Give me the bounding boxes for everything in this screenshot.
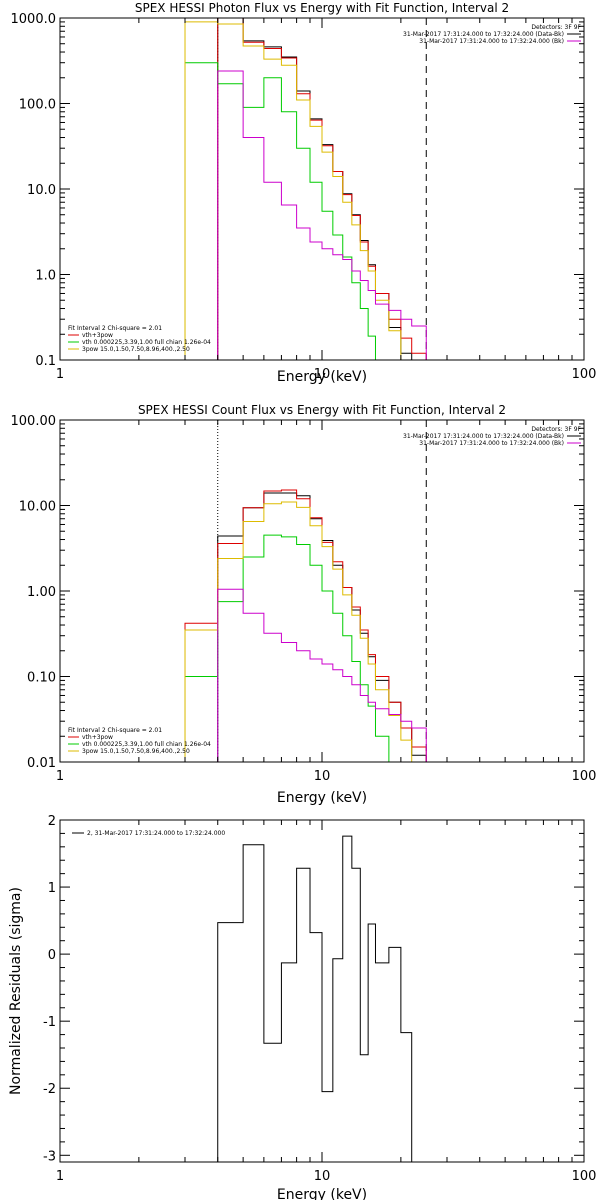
- chart-title: SPEX HESSI Count Flux vs Energy with Fit…: [138, 403, 506, 417]
- x-axis-label: Energy (keV): [277, 369, 367, 385]
- series-3pow-histogram: [184, 21, 413, 360]
- series-background-histogram: [217, 588, 427, 762]
- y-tick-label: 100.00: [11, 414, 57, 429]
- y-axis-label: Normalized Residuals (sigma): [8, 887, 24, 1095]
- legend-entry: vth+3pow: [82, 734, 113, 741]
- plot-area: [184, 18, 427, 360]
- y-tick-label: 0: [48, 948, 56, 963]
- legend-entry: vth+3pow: [82, 332, 113, 339]
- legend-entry: 31-Mar-2017 17:31:24.000 to 17:32:24.000…: [403, 31, 564, 38]
- legend-title: Detectors: 3F 9F: [531, 24, 581, 31]
- x-axis-label: Energy (keV): [277, 790, 367, 806]
- y-tick-label: 1.0: [35, 269, 56, 284]
- plot-area: [184, 420, 427, 762]
- chart-panel-1: 1 10 100 0.1 1.0 10.0 100.0 1000.0 SPEX HESSI Ph…: [11, 1, 597, 385]
- x-tick-label: 100: [572, 1169, 597, 1184]
- series-vth-histogram: [184, 62, 376, 360]
- x-tick-label: 100: [572, 769, 597, 784]
- series-3pow-histogram: [184, 501, 413, 762]
- y-tick-label: 100.0: [19, 98, 56, 113]
- x-tick-label: 10: [314, 367, 331, 382]
- series-vth-histogram: [184, 534, 390, 762]
- x-tick-label: 10: [314, 769, 331, 784]
- legend-entry: 31-Mar-2017 17:31:24.000 to 17:32:24.000…: [419, 440, 564, 447]
- y-tick-label: 1: [48, 881, 56, 896]
- x-tick-label: 10: [314, 1169, 331, 1184]
- plot-area: [217, 835, 413, 1162]
- legend-entry: 31-Mar-2017 17:31:24.000 to 17:32:24.000…: [419, 38, 564, 45]
- legend-entry: vth 0.000225,3.39,1.00 full chian 1.26e-…: [82, 741, 211, 748]
- y-tick-label: 0.01: [27, 756, 56, 771]
- y-tick-label: -1: [43, 1015, 56, 1030]
- y-tick-label: 0.10: [27, 671, 56, 686]
- x-tick-label: 1: [56, 769, 64, 784]
- y-tick-label: 10.00: [19, 500, 56, 515]
- legend-entry: 2, 31-Mar-2017 17:31:24.000 to 17:32:24.…: [87, 830, 225, 837]
- y-tick-label: 10.0: [27, 183, 56, 198]
- y-tick-label: -2: [43, 1082, 56, 1097]
- y-tick-label: 2: [48, 814, 56, 829]
- series-vth-3pow-histogram: [184, 489, 427, 762]
- y-tick-label: 0.1: [35, 354, 56, 369]
- chart-title: SPEX HESSI Photon Flux vs Energy with Fi…: [135, 1, 509, 15]
- chart-panel-2: 1 10 100 0.01 0.10 1.00 10.00 100.00 SPEX HESSI …: [11, 403, 597, 806]
- legend-title: Fit Interval 2 Chi-square = 2.01: [68, 325, 162, 332]
- y-tick-label: 1000.0: [11, 12, 57, 27]
- y-tick-label: 1.00: [27, 585, 56, 600]
- series-2-31-mar-2017-17-31-24-000-to-17-32-24-000-histogram: [217, 835, 413, 1162]
- legend-entry: vth 0.000225,3.39,1.00 full chian 1.26e-…: [82, 339, 211, 346]
- legend-entry: 3pow 15.0,1.50,7.50,8.96,400.,2.50: [82, 748, 190, 755]
- legend-title: Fit Interval 2 Chi-square = 2.01: [68, 727, 162, 734]
- x-tick-label: 100: [572, 367, 597, 382]
- x-axis-label: Energy (keV): [277, 1187, 367, 1200]
- legend-title: Detectors: 3F 9F: [531, 426, 581, 433]
- y-tick-label: -3: [43, 1149, 56, 1164]
- legend-entry: 3pow 15.0,1.50,7.50,8.96,400.,2.50: [82, 346, 190, 353]
- legend-entry: 31-Mar-2017 17:31:24.000 to 17:32:24.000…: [403, 433, 564, 440]
- chart-panel-3: 1 10 100 -3 -2 -1 0 1 2 Energy (keV) Normalized Re…: [8, 814, 596, 1200]
- series-background-histogram: [217, 70, 427, 360]
- x-tick-label: 1: [56, 1169, 64, 1184]
- x-tick-label: 1: [56, 367, 64, 382]
